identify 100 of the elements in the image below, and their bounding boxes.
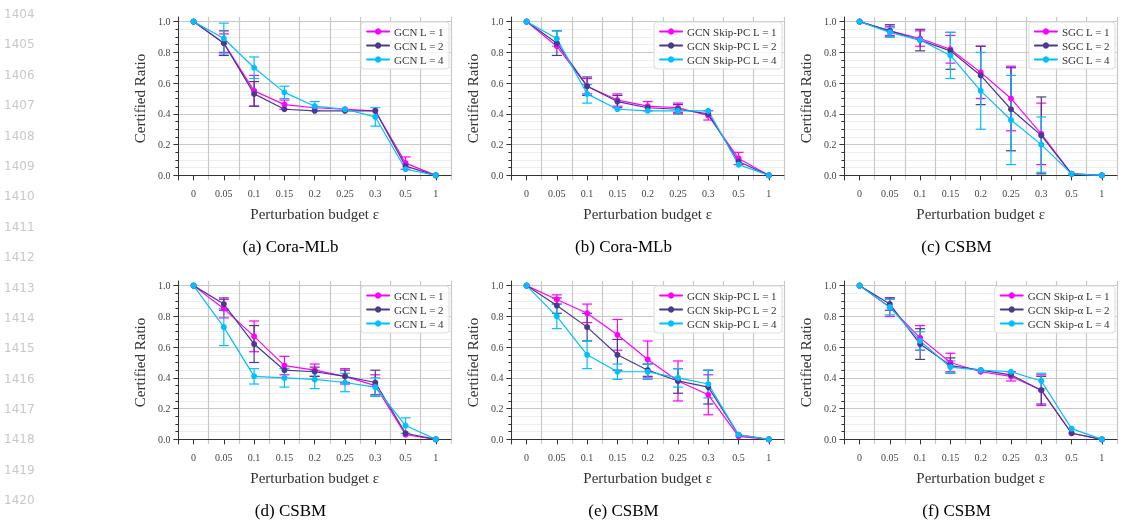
x-tick-label: 1 (433, 187, 439, 199)
y-tick-label: 0.4 (823, 108, 837, 120)
x-tick-label: 0.3 (369, 187, 382, 199)
x-tick-label: 0.25 (669, 451, 687, 463)
y-tick-label: 0.2 (490, 139, 504, 151)
x-axis-title: Perturbation budget ε (916, 205, 1046, 222)
y-tick-label: 1.0 (490, 16, 504, 28)
x-tick-label: 0 (857, 187, 863, 199)
legend-label: SGC L = 1 (1061, 25, 1110, 38)
y-tick-label: 0.8 (490, 46, 504, 58)
y-tick-label: 0.6 (157, 341, 171, 353)
x-tick-label: 0.3 (702, 451, 715, 463)
x-tick-label: 0.05 (881, 451, 899, 463)
x-tick-label: 0.5 (732, 187, 745, 199)
x-tick-label: 1 (766, 451, 772, 463)
x-tick-label: 0.2 (974, 451, 987, 463)
legend-label: GCN L = 1 (394, 25, 444, 38)
x-tick-label: 0 (857, 451, 863, 463)
y-axis-title: Certified Ratio (131, 53, 148, 144)
x-tick-label: 0.2 (308, 187, 321, 199)
x-tick-label: 0.1 (913, 451, 927, 463)
legend-label: GCN Skip-α L = 2 (1027, 303, 1110, 316)
x-tick-label: 0 (191, 451, 197, 463)
y-tick-label: 0.6 (823, 341, 837, 353)
x-tick-label: 1 (433, 451, 439, 463)
y-axis-title: Certified Ratio (464, 53, 481, 144)
legend-label: GCN L = 4 (394, 317, 445, 330)
x-tick-label: 0 (524, 187, 530, 199)
x-tick-label: 0.1 (580, 451, 594, 463)
legend-label: GCN Skip-PC L = 1 (687, 289, 777, 302)
y-tick-label: 0.2 (157, 139, 171, 151)
x-tick-label: 0.15 (941, 451, 960, 463)
legend-label: GCN Skip-PC L = 2 (687, 39, 777, 52)
y-tick-label: 0.8 (823, 310, 837, 322)
y-tick-label: 0.0 (157, 433, 171, 445)
x-tick-label: 1 (1099, 187, 1105, 199)
y-tick-label: 0.0 (823, 433, 837, 445)
x-tick-label: 0.25 (1002, 451, 1020, 463)
legend-label: SGC L = 2 (1061, 39, 1110, 52)
text: (c) CSBM (921, 237, 992, 256)
x-tick-label: 0.25 (1002, 187, 1020, 199)
text: (d) CSBM (254, 501, 327, 520)
x-tick-label: 0.15 (608, 187, 627, 199)
x-tick-label: 0.2 (641, 451, 654, 463)
x-tick-label: 0.15 (275, 451, 294, 463)
legend-label: SGC L = 4 (1061, 53, 1111, 66)
x-tick-label: 0.5 (399, 451, 412, 463)
x-tick-label: 0.05 (548, 187, 566, 199)
x-axis-title: Perturbation budget ε (250, 205, 380, 222)
y-axis-title: Certified Ratio (464, 317, 481, 408)
x-tick-label: 0 (524, 451, 530, 463)
y-tick-label: 1.0 (823, 16, 837, 28)
y-tick-label: 0.6 (490, 77, 504, 89)
text: (a) Cora-MLb (242, 237, 339, 256)
y-axis-title: Certified Ratio (797, 53, 814, 144)
x-tick-label: 0.05 (215, 187, 233, 199)
y-tick-label: 0.6 (823, 77, 837, 89)
legend-label: GCN L = 1 (394, 289, 444, 302)
text: (b) Cora-MLb (575, 237, 672, 256)
y-tick-label: 0.2 (490, 403, 504, 415)
x-tick-label: 1 (1099, 451, 1105, 463)
y-axis-title: Certified Ratio (131, 317, 148, 408)
y-tick-label: 1.0 (823, 280, 837, 292)
x-tick-label: 0 (191, 187, 197, 199)
x-axis-title: Perturbation budget ε (583, 469, 713, 486)
y-tick-label: 0.4 (490, 108, 504, 120)
text: (f) CSBM (922, 501, 991, 520)
y-tick-label: 0.4 (157, 372, 171, 384)
x-tick-label: 0.15 (941, 187, 960, 199)
y-tick-label: 0.4 (490, 372, 504, 384)
x-tick-label: 0.5 (732, 451, 745, 463)
legend-label: GCN Skip-α L = 4 (1027, 317, 1111, 330)
y-axis-title: Certified Ratio (797, 317, 814, 408)
x-tick-label: 0.1 (247, 187, 261, 199)
x-tick-label: 0.25 (336, 187, 354, 199)
x-tick-label: 0.3 (702, 187, 715, 199)
y-tick-label: 0.8 (823, 46, 837, 58)
legend-label: GCN Skip-PC L = 2 (687, 303, 777, 316)
x-tick-label: 0.5 (399, 187, 412, 199)
x-tick-label: 0.25 (669, 187, 687, 199)
x-tick-label: 0.2 (308, 451, 321, 463)
x-tick-label: 0.05 (215, 451, 233, 463)
legend-label: GCN L = 2 (394, 39, 444, 52)
x-tick-label: 1 (766, 187, 772, 199)
y-tick-label: 0.2 (823, 139, 837, 151)
y-tick-label: 0.0 (823, 169, 837, 181)
x-tick-label: 0.5 (1065, 187, 1078, 199)
y-tick-label: 0.6 (490, 341, 504, 353)
x-tick-label: 0.1 (913, 187, 927, 199)
x-tick-label: 0.15 (608, 451, 627, 463)
y-tick-label: 0.2 (823, 403, 837, 415)
x-tick-label: 0.1 (580, 187, 594, 199)
legend-label: GCN Skip-PC L = 4 (687, 317, 778, 330)
x-tick-label: 0.05 (881, 187, 899, 199)
x-tick-label: 0.2 (974, 187, 987, 199)
y-tick-label: 0.8 (157, 310, 171, 322)
x-axis-title: Perturbation budget ε (583, 205, 713, 222)
x-tick-label: 0.1 (247, 451, 261, 463)
y-tick-label: 0.8 (490, 310, 504, 322)
y-tick-label: 1.0 (157, 280, 171, 292)
